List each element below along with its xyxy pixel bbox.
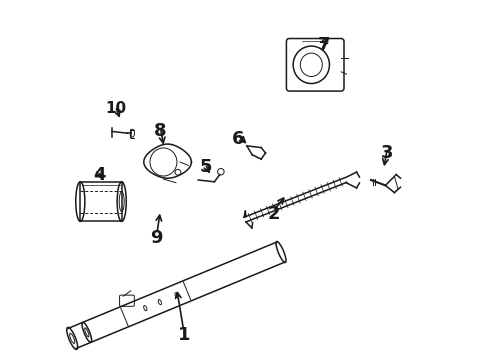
Text: 2: 2 <box>268 205 280 223</box>
Text: 9: 9 <box>150 229 163 247</box>
Text: 10: 10 <box>105 101 126 116</box>
Text: 3: 3 <box>381 144 393 162</box>
Text: 5: 5 <box>199 158 212 176</box>
Text: 6: 6 <box>232 130 244 148</box>
Text: 1: 1 <box>177 326 190 344</box>
Text: 8: 8 <box>154 122 167 140</box>
Text: 4: 4 <box>93 166 105 184</box>
Text: 7: 7 <box>318 36 330 54</box>
